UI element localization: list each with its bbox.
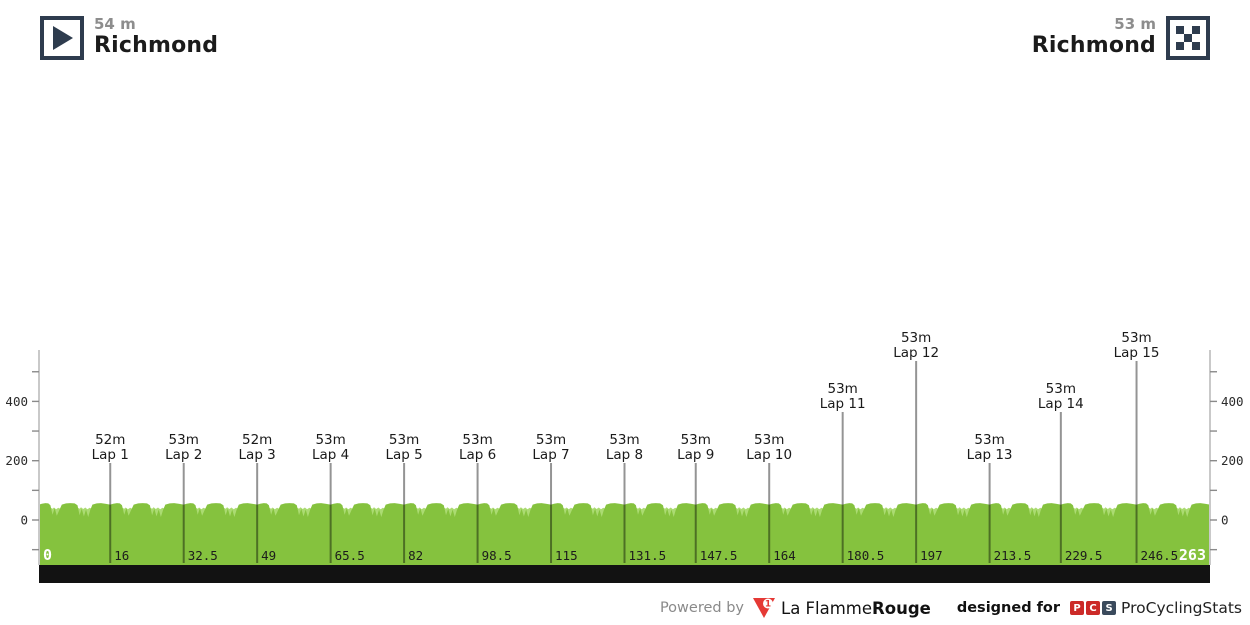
lap-elevation-label: 53m <box>609 432 639 448</box>
x-axis-label: 65.5 <box>335 548 365 563</box>
y-axis-label: 0 <box>20 513 28 528</box>
lfr-name-bold: Rouge <box>872 598 931 618</box>
lap-elevation-label: 52m <box>242 432 272 448</box>
footer: Powered by 1 La FlammeRouge designed for… <box>660 594 1242 622</box>
powered-by-label: Powered by <box>659 600 744 616</box>
finish-location-block: 53 m Richmond <box>1032 16 1210 60</box>
x-axis-label: 229.5 <box>1065 548 1103 563</box>
x-axis-label: 115 <box>555 548 578 563</box>
lap-elevation-label: 53m <box>1121 330 1151 346</box>
x-axis-label: 147.5 <box>700 548 738 563</box>
la-flamme-rouge-triangle-icon: 1 <box>753 598 775 618</box>
x-axis-label: 164 <box>773 548 796 563</box>
y-axis-label: 0 <box>1221 513 1229 528</box>
lap-number-label: Lap 10 <box>746 447 792 463</box>
start-location-block: 54 m Richmond <box>40 16 218 60</box>
pcs-letter-p: P <box>1070 601 1085 615</box>
lap-elevation-label: 53m <box>681 432 711 448</box>
bottom-bar <box>39 565 1210 583</box>
x-axis-label: 197 <box>920 548 943 563</box>
x-axis-labels: 0 16 32.5 49 65.5 82 98.5 115 131.5 147.5 164 180.5… <box>43 546 1206 564</box>
finish-city: Richmond <box>1031 33 1156 58</box>
pcs-name: ProCyclingStats <box>1121 599 1242 617</box>
y-axes: 0 200 400 0 200 400 <box>5 350 1244 565</box>
pcs-letter-c: C <box>1086 601 1101 615</box>
elevation-profile <box>39 503 1210 565</box>
start-location-texts: 54 m Richmond <box>94 16 218 59</box>
header: 54 m Richmond 53 m Richmond <box>0 0 1250 70</box>
lap-elevation-label: 53m <box>169 432 199 448</box>
x-axis-label: 0 <box>43 546 52 564</box>
lap-number-label: Lap 2 <box>165 447 202 463</box>
lap-elevation-label: 53m <box>536 432 566 448</box>
lap-elevation-label: 53m <box>974 432 1004 448</box>
lap-elevation-label: 53m <box>389 432 419 448</box>
la-flamme-rouge-name: La FlammeRouge <box>781 599 931 618</box>
lap-number-label: Lap 9 <box>677 447 714 463</box>
y-axis-label: 200 <box>1221 453 1244 468</box>
lap-number-label: Lap 7 <box>532 447 569 463</box>
lap-number-label: Lap 5 <box>385 447 422 463</box>
lfr-name-regular: La Flamme <box>781 598 873 618</box>
lap-number-label: Lap 13 <box>967 447 1013 463</box>
procyclingstats-logo[interactable]: P C S ProCyclingStats <box>1070 599 1242 617</box>
lap-number-label: Lap 3 <box>239 447 276 463</box>
y-axis-label: 400 <box>5 394 28 409</box>
la-flamme-rouge-logo[interactable]: 1 La FlammeRouge <box>752 597 931 619</box>
finish-flag-icon <box>1166 16 1210 60</box>
x-axis-label: 246.5 <box>1141 548 1179 563</box>
lap-elevation-label: 53m <box>754 432 784 448</box>
x-axis-label: 82 <box>408 548 423 563</box>
x-axis-label: 32.5 <box>188 548 218 563</box>
lap-number-label: Lap 6 <box>459 447 496 463</box>
start-city: Richmond <box>94 33 219 58</box>
finish-location-texts: 53 m Richmond <box>1032 16 1156 59</box>
lap-number-label: Lap 11 <box>820 396 866 412</box>
lap-elevation-label: 53m <box>827 381 857 397</box>
pcs-letter-s: S <box>1102 601 1117 615</box>
x-axis-label: 180.5 <box>847 548 885 563</box>
lap-elevation-label: 53m <box>315 432 345 448</box>
lap-number-label: Lap 1 <box>92 447 129 463</box>
lap-elevation-label: 53m <box>901 330 931 346</box>
x-axis-label: 16 <box>114 548 129 563</box>
lap-elevation-label: 53m <box>462 432 492 448</box>
lap-number-label: Lap 4 <box>312 447 349 463</box>
x-axis-label: 263 <box>1179 546 1206 564</box>
lap-number-label: Lap 12 <box>893 345 939 361</box>
start-elevation: 54 m <box>94 15 136 33</box>
lap-elevation-label: 52m <box>95 432 125 448</box>
lap-number-label: Lap 14 <box>1038 396 1084 412</box>
start-flag-icon <box>40 16 84 60</box>
x-axis-label: 98.5 <box>482 548 512 563</box>
svg-text:1: 1 <box>765 600 771 610</box>
x-axis-label: 49 <box>261 548 276 563</box>
designed-for-label: designed for <box>956 600 1061 616</box>
finish-elevation: 53 m <box>1114 15 1156 33</box>
x-axis-label: 213.5 <box>994 548 1032 563</box>
lap-number-label: Lap 15 <box>1114 345 1160 361</box>
lap-number-label: Lap 8 <box>606 447 643 463</box>
x-axis-label: 131.5 <box>629 548 667 563</box>
y-axis-label: 200 <box>5 453 28 468</box>
lap-elevation-label: 53m <box>1046 381 1076 397</box>
y-axis-label: 400 <box>1221 394 1244 409</box>
